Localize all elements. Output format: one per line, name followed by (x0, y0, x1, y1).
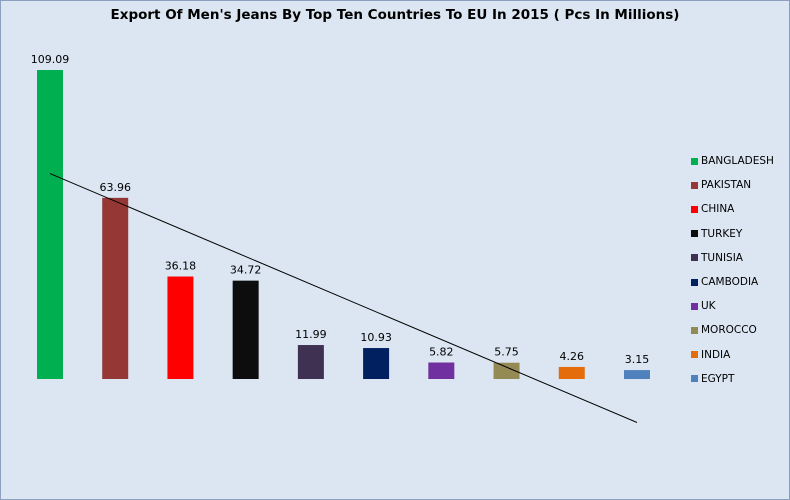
legend-label: CHINA (701, 203, 735, 216)
bar-india (558, 366, 585, 379)
legend-item-cambodia: CAMBODIA (691, 270, 786, 294)
data-label-tunisia: 11.99 (295, 328, 327, 341)
data-label-pakistan: 63.96 (99, 181, 131, 194)
legend-swatch (691, 326, 698, 334)
legend-item-morocco: MOROCCO (691, 318, 786, 342)
data-label-cambodia: 10.93 (360, 331, 392, 344)
bar-cambodia (363, 348, 390, 379)
legend-swatch (691, 278, 698, 286)
legend-item-egypt: EGYPT (691, 367, 786, 391)
chart-title: Export Of Men's Jeans By Top Ten Countri… (110, 7, 680, 23)
legend-label: CAMBODIA (701, 276, 759, 289)
legend-item-turkey: TURKEY (691, 222, 786, 246)
legend-label: TURKEY (701, 227, 743, 240)
legend: BANGLADESH PAKISTAN CHINA TURKEY TUNISIA CAMB… (691, 149, 786, 391)
legend-label: TUNISIA (701, 251, 743, 264)
data-label-china: 36.18 (165, 260, 197, 273)
bar-tunisia (297, 345, 324, 379)
legend-label: MOROCCO (701, 324, 757, 337)
legend-label: UK (701, 300, 716, 313)
legend-swatch (691, 205, 698, 213)
bar-bangladesh (37, 70, 63, 379)
data-label-egypt: 3.15 (625, 353, 650, 366)
legend-item-china: CHINA (691, 197, 786, 221)
bar-egypt (623, 370, 650, 379)
legend-item-bangladesh: BANGLADESH (691, 149, 786, 173)
trendline (49, 173, 638, 423)
legend-swatch (691, 181, 698, 189)
data-label-bangladesh: 109.09 (31, 53, 70, 66)
legend-label: EGYPT (701, 372, 735, 385)
legend-label: INDIA (701, 348, 731, 361)
data-label-turkey: 34.72 (230, 264, 262, 277)
data-label-uk: 5.82 (429, 346, 454, 359)
data-label-morocco: 5.75 (494, 346, 519, 359)
bar-morocco (493, 362, 520, 379)
data-label-india: 4.26 (560, 350, 585, 363)
bar-turkey (232, 280, 259, 379)
legend-swatch (691, 302, 698, 310)
legend-swatch (691, 157, 698, 165)
legend-swatch (691, 254, 698, 262)
legend-label: BANGLADESH (701, 155, 774, 168)
legend-swatch (691, 351, 698, 359)
bar-pakistan (102, 197, 129, 379)
legend-swatch (691, 230, 698, 238)
legend-item-india: INDIA (691, 343, 786, 367)
legend-label: PAKISTAN (701, 179, 752, 192)
legend-item-tunisia: TUNISIA (691, 246, 786, 270)
legend-swatch (691, 375, 698, 383)
legend-item-uk: UK (691, 294, 786, 318)
bar-uk (428, 362, 455, 379)
legend-item-pakistan: PAKISTAN (691, 173, 786, 197)
bar-china (167, 276, 194, 379)
